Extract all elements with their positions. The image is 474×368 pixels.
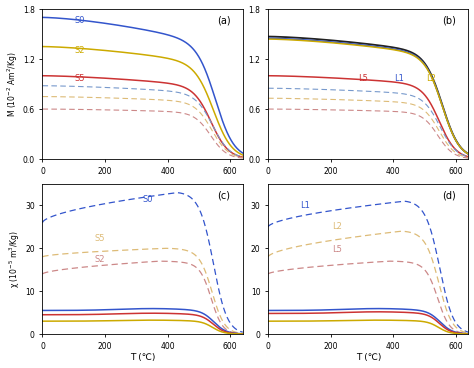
Text: (c): (c): [217, 190, 230, 200]
Text: L1: L1: [394, 74, 404, 83]
Text: (a): (a): [217, 15, 230, 25]
Text: L2: L2: [332, 222, 342, 231]
Text: S2: S2: [95, 255, 105, 264]
Text: L2: L2: [427, 74, 436, 83]
Y-axis label: M (10$^{-2}$ Am$^2$/Kg): M (10$^{-2}$ Am$^2$/Kg): [6, 51, 20, 117]
Text: S5: S5: [74, 74, 85, 83]
Y-axis label: χ (10$^{-5}$ m$^3$/Kg): χ (10$^{-5}$ m$^3$/Kg): [8, 230, 22, 288]
X-axis label: T (℃): T (℃): [356, 353, 381, 362]
Text: (d): (d): [442, 190, 456, 200]
Text: (b): (b): [442, 15, 456, 25]
Text: S0: S0: [74, 15, 85, 25]
Text: L5: L5: [358, 74, 368, 83]
Text: S0: S0: [143, 195, 153, 204]
X-axis label: T (℃): T (℃): [130, 353, 155, 362]
Text: L5: L5: [332, 244, 342, 254]
Text: L1: L1: [300, 201, 310, 210]
Text: S2: S2: [74, 46, 85, 54]
Text: S5: S5: [95, 234, 105, 243]
